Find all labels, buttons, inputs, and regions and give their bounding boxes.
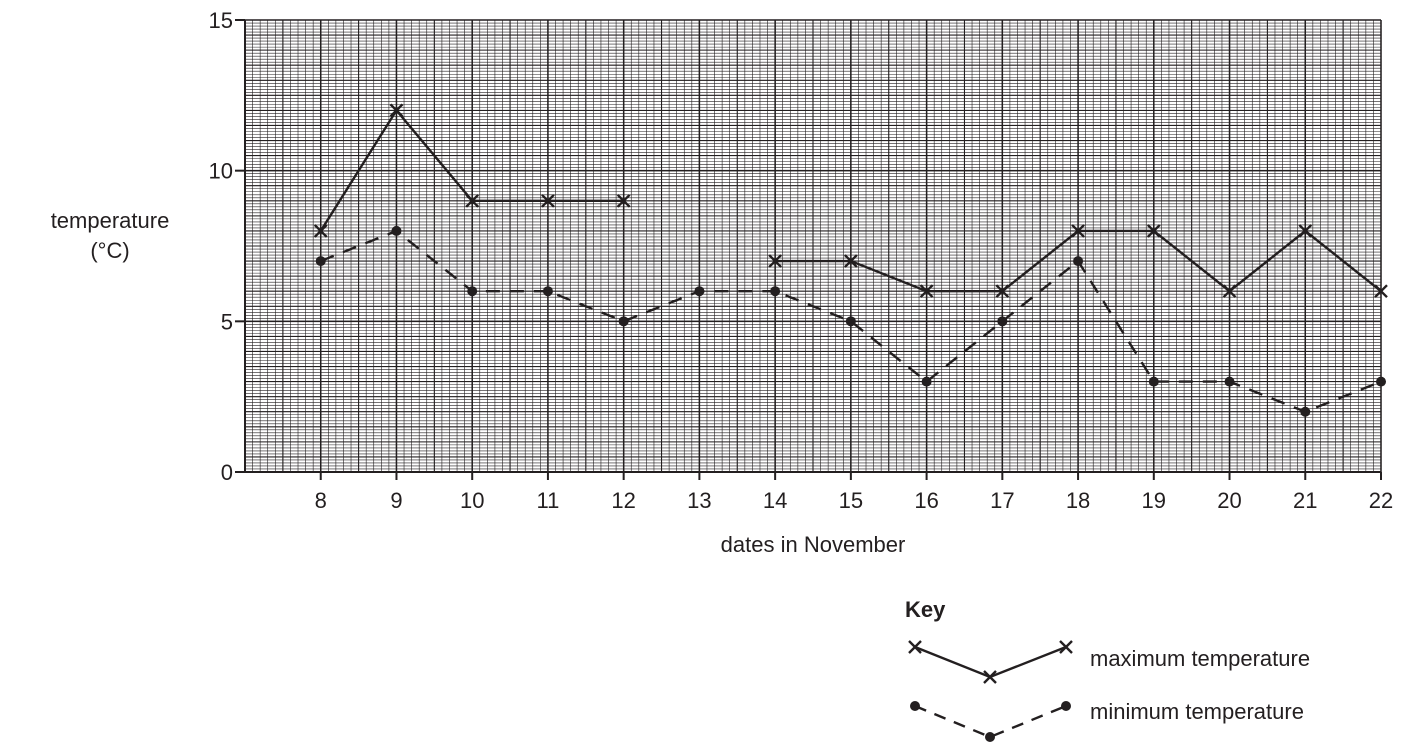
- x-tick-label: 16: [914, 488, 938, 513]
- cross-stroke: [1059, 640, 1073, 654]
- x-tick-label: 19: [1142, 488, 1166, 513]
- cross-stroke: [908, 640, 922, 654]
- legend-marker-cross: [983, 670, 997, 684]
- data-point-maximum: [313, 224, 328, 238]
- cross-stroke: [616, 193, 631, 208]
- x-tick-label: 8: [315, 488, 327, 513]
- legend-marker-dot: [985, 732, 995, 742]
- data-point-minimum: [1148, 376, 1159, 387]
- cross-stroke: [1298, 224, 1313, 238]
- data-point-maximum: [844, 254, 858, 268]
- x-tick-label: 14: [763, 488, 787, 513]
- x-tick-label: 21: [1293, 488, 1317, 513]
- data-point-minimum: [542, 286, 553, 297]
- cross-stroke: [1222, 284, 1237, 299]
- legend-sample-minimum: [910, 701, 1071, 742]
- data-point-maximum: [995, 284, 1010, 299]
- cross-stroke: [541, 193, 555, 208]
- legend-label-minimum: minimum temperature: [1090, 699, 1304, 724]
- x-axis-label: dates in November: [721, 532, 906, 557]
- y-tick-label: 10: [209, 159, 233, 184]
- x-tick-label: 11: [537, 488, 560, 513]
- cross-stroke: [844, 254, 858, 268]
- data-point-minimum: [467, 286, 478, 297]
- x-tick-label: 10: [460, 488, 484, 513]
- legend-title: Key: [905, 597, 946, 622]
- cross-stroke: [919, 284, 934, 299]
- x-tick-label: 13: [687, 488, 711, 513]
- legend-line-solid: [914, 645, 1067, 679]
- series-minimum-temperature: [315, 225, 1386, 417]
- cross-stroke: [313, 224, 328, 238]
- data-point-maximum: [389, 103, 404, 118]
- data-point-minimum: [315, 256, 326, 267]
- chart-grid: [244, 19, 1382, 473]
- data-point-minimum: [1300, 406, 1311, 417]
- data-point-maximum: [1071, 224, 1085, 238]
- y-axis-label-line2: (°C): [90, 238, 129, 263]
- series-maximum-temperature: [313, 103, 1388, 299]
- data-point-minimum: [1376, 376, 1386, 387]
- x-tick-label: 17: [990, 488, 1014, 513]
- x-tick-label: 15: [839, 488, 863, 513]
- y-tick-label: 5: [221, 309, 233, 334]
- chart-axes: [235, 19, 1382, 480]
- y-tick-label: 0: [221, 460, 233, 485]
- cross-stroke: [389, 103, 404, 118]
- y-axis-label-line1: temperature: [51, 208, 170, 233]
- data-point-minimum: [1224, 376, 1235, 387]
- chart-series: [313, 103, 1388, 417]
- cross-stroke: [1374, 284, 1388, 299]
- data-point-minimum: [921, 376, 932, 387]
- data-point-maximum: [919, 284, 934, 299]
- legend: Key maximum temperature minimum temperat…: [905, 597, 1310, 742]
- data-point-maximum: [541, 193, 555, 208]
- cross-stroke: [768, 254, 782, 268]
- legend-label-maximum: maximum temperature: [1090, 646, 1310, 671]
- cross-stroke: [983, 670, 997, 684]
- data-point-minimum: [845, 316, 856, 327]
- y-tick-label: 15: [209, 8, 233, 33]
- x-tick-label: 18: [1066, 488, 1090, 513]
- data-point-maximum: [1298, 224, 1313, 238]
- chart-labels: temperature (°C) dates in November 0 5 10 1…: [51, 8, 1394, 557]
- data-point-maximum: [1374, 284, 1388, 299]
- cross-stroke: [1071, 224, 1085, 238]
- x-tick-label: 20: [1217, 488, 1241, 513]
- legend-marker-cross: [1059, 640, 1073, 654]
- legend-sample-maximum: [908, 640, 1073, 684]
- x-tick-label: 12: [611, 488, 635, 513]
- data-point-minimum: [694, 286, 705, 297]
- legend-marker-cross: [908, 640, 922, 654]
- data-point-minimum: [618, 316, 629, 327]
- data-point-maximum: [768, 254, 782, 268]
- legend-marker-dot: [1061, 701, 1071, 711]
- series-line: [320, 229, 1382, 414]
- legend-marker-dot: [910, 701, 920, 711]
- x-tick-label: 22: [1369, 488, 1393, 513]
- legend-line-dashed: [914, 704, 1067, 739]
- data-point-minimum: [770, 286, 781, 297]
- data-point-minimum: [391, 225, 402, 236]
- data-point-minimum: [1073, 256, 1084, 267]
- data-point-maximum: [616, 193, 631, 208]
- data-point-maximum: [1222, 284, 1237, 299]
- data-point-maximum: [465, 193, 480, 208]
- x-tick-label: 9: [390, 488, 402, 513]
- cross-stroke: [995, 284, 1010, 299]
- cross-stroke: [465, 193, 480, 208]
- cross-stroke: [1146, 224, 1161, 238]
- data-point-maximum: [1146, 224, 1161, 238]
- data-point-minimum: [997, 316, 1008, 327]
